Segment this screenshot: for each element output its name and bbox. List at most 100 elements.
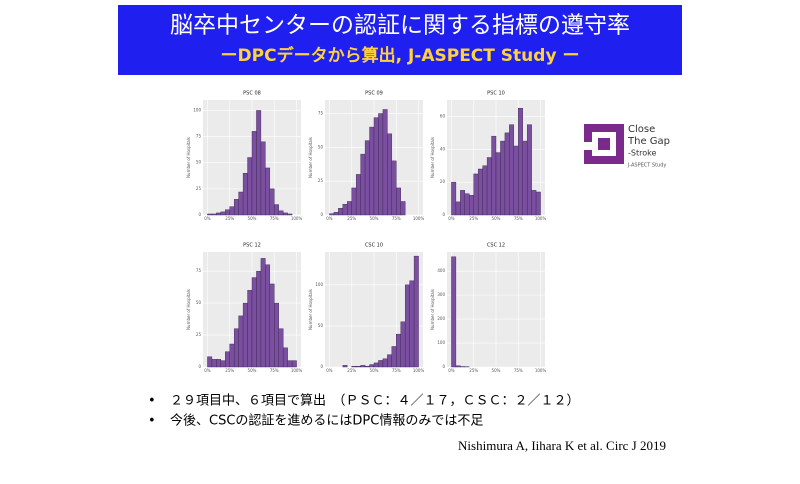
chart-title: PSC 08 xyxy=(243,91,261,97)
bar xyxy=(451,181,457,216)
x-tick-label: 50% xyxy=(248,216,257,221)
bar xyxy=(391,346,397,368)
x-tick-label: 75% xyxy=(392,368,401,373)
x-tick-label: 25% xyxy=(469,216,478,221)
x-tick-label: 50% xyxy=(492,368,501,373)
header-subtitle: ーDPCデータから算出, J-ASPECT Study ー xyxy=(221,45,580,66)
y-tick-label: 0 xyxy=(320,212,323,217)
bar xyxy=(238,191,244,216)
bar xyxy=(207,356,213,368)
y-tick-label: 50 xyxy=(196,300,202,305)
y-tick-label: 200 xyxy=(437,316,445,321)
bar xyxy=(351,187,357,216)
x-tick-label: 50% xyxy=(370,216,379,221)
x-tick-label: 0% xyxy=(326,216,333,221)
bullet-marker: • xyxy=(148,394,156,409)
header-title: 脳卒中センターの認証に関する指標の遵守率 xyxy=(170,13,630,39)
bar xyxy=(207,213,213,216)
bar xyxy=(355,365,361,368)
bar xyxy=(369,364,375,368)
y-tick-label: 25 xyxy=(196,186,202,191)
bar xyxy=(360,153,366,216)
y-tick-label: 0 xyxy=(198,212,201,217)
bar xyxy=(400,201,406,216)
chart-title: PSC 10 xyxy=(487,91,505,97)
bar xyxy=(526,124,532,216)
y-tick-label: 50 xyxy=(318,323,324,328)
bar xyxy=(504,132,510,216)
logo-mark xyxy=(584,142,598,150)
x-tick-label: 100% xyxy=(535,368,547,373)
chart-title: CSC 12 xyxy=(487,243,505,249)
bar xyxy=(373,117,379,216)
bar xyxy=(251,277,257,368)
bar xyxy=(233,199,239,216)
y-tick-label: 60 xyxy=(440,113,446,118)
y-tick-label: 100 xyxy=(315,282,323,287)
bar xyxy=(274,204,279,216)
bar xyxy=(260,258,266,368)
bar xyxy=(495,152,501,216)
bar xyxy=(291,360,297,368)
logo-text: The Gap xyxy=(627,136,670,147)
logo-mark xyxy=(598,138,610,150)
x-tick-label: 100% xyxy=(413,368,425,373)
bar xyxy=(482,165,488,216)
bar xyxy=(269,283,275,368)
bar xyxy=(216,212,222,216)
y-axis-label: Number of Hospitals xyxy=(186,137,191,178)
bar xyxy=(460,190,466,216)
bar xyxy=(387,354,393,368)
bar xyxy=(287,213,293,216)
y-tick-label: 100 xyxy=(193,107,201,112)
bar xyxy=(238,315,244,368)
bar xyxy=(509,124,515,216)
bullet-marker: • xyxy=(148,414,156,429)
y-tick-label: 75 xyxy=(196,268,202,273)
bar xyxy=(451,256,457,368)
bar xyxy=(247,290,253,368)
x-tick-label: 75% xyxy=(514,368,523,373)
x-tick-label: 50% xyxy=(492,216,501,221)
bar xyxy=(220,360,226,368)
y-tick-label: 25 xyxy=(196,332,202,337)
x-tick-label: 100% xyxy=(535,216,547,221)
bar xyxy=(342,203,348,216)
y-tick-label: 400 xyxy=(437,268,445,273)
bar xyxy=(251,131,257,216)
bar xyxy=(220,211,226,216)
chart-title: CSC 10 xyxy=(365,243,383,249)
bar xyxy=(413,255,419,368)
bar xyxy=(282,212,288,216)
x-tick-label: 0% xyxy=(326,368,333,373)
bar xyxy=(342,365,348,368)
bar xyxy=(256,270,262,368)
bar xyxy=(225,209,230,216)
x-tick-label: 100% xyxy=(413,216,425,221)
bar xyxy=(518,108,523,216)
header-box xyxy=(118,5,682,75)
x-tick-label: 25% xyxy=(225,368,234,373)
bar xyxy=(455,365,461,368)
bar xyxy=(364,365,370,368)
x-tick-label: 25% xyxy=(347,368,356,373)
y-tick-label: 75 xyxy=(196,134,202,139)
bar xyxy=(233,328,239,368)
y-tick-label: 0 xyxy=(442,212,445,217)
bar xyxy=(351,365,357,368)
bar xyxy=(404,284,410,368)
bar xyxy=(477,168,483,216)
bar xyxy=(242,302,248,368)
histogram: CSC 12 Number of Hospitals 0 100 200 300 400 0%… xyxy=(430,243,546,374)
bar xyxy=(287,360,293,368)
bar xyxy=(329,213,335,216)
bar xyxy=(535,191,541,216)
bar xyxy=(265,264,271,368)
bar xyxy=(360,365,366,368)
bar xyxy=(338,208,344,216)
x-tick-label: 25% xyxy=(225,216,234,221)
y-tick-label: 20 xyxy=(440,179,446,184)
bar xyxy=(225,351,230,368)
bar xyxy=(513,145,519,216)
